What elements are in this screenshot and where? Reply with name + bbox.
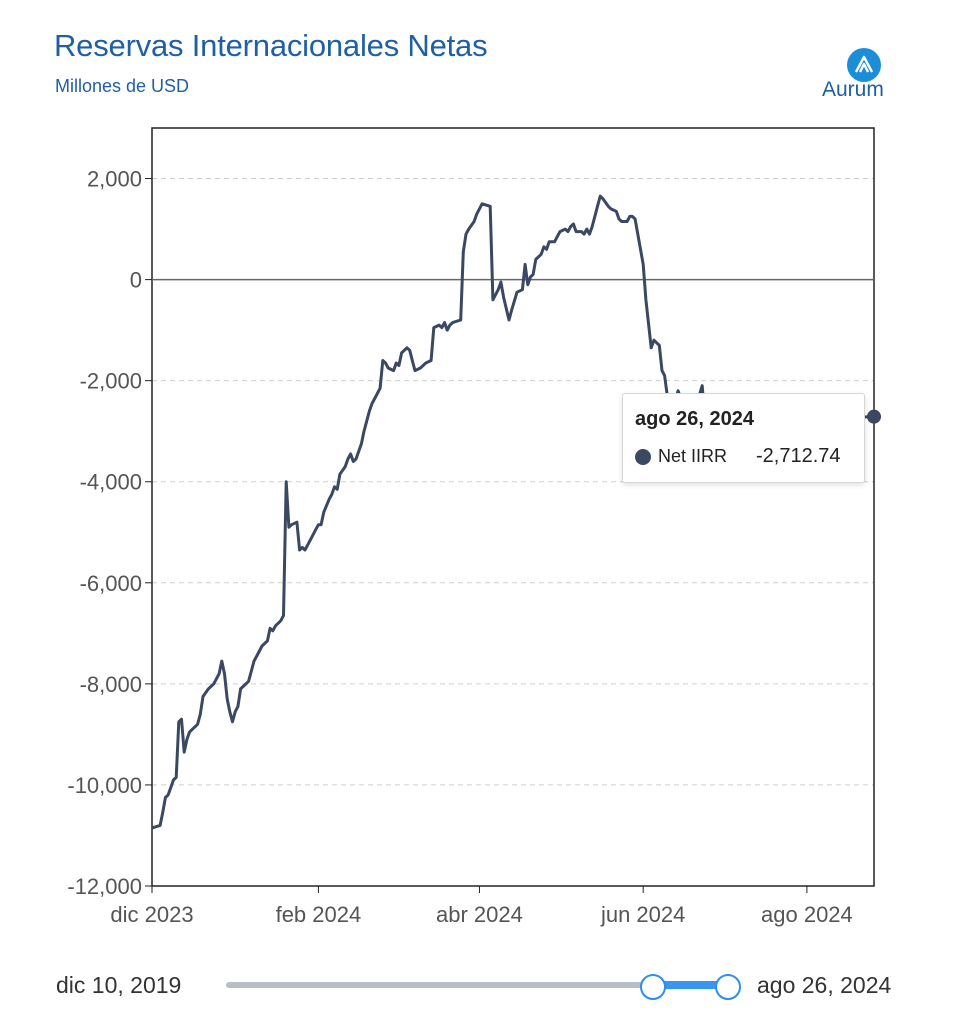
y-tick-label: 0 xyxy=(130,268,142,293)
x-tick-label: ago 2024 xyxy=(761,902,853,927)
range-end-label: ago 26, 2024 xyxy=(757,972,892,998)
plot-frame xyxy=(151,127,875,887)
tooltip-date: ago 26, 2024 xyxy=(635,408,754,430)
x-axis-ticks: dic 2023 feb 2024 abr 2024 jun 2024 ago 2024 xyxy=(110,886,853,927)
line-chart[interactable]: 2,000 0 -2,000 -4,000 -6,000 -8,000 -10,000 -12… xyxy=(0,0,961,960)
chart-subtitle: Millones de USD xyxy=(55,76,190,96)
y-tick-label: 2,000 xyxy=(87,167,142,192)
chart-title: Reservas Internacionales Netas xyxy=(54,28,488,63)
y-tick-label: -8,000 xyxy=(80,672,142,697)
range-slider-end-handle[interactable] xyxy=(715,974,741,1000)
y-tick-label: -4,000 xyxy=(80,470,142,495)
y-tick-label: -10,000 xyxy=(67,773,142,798)
range-start-label: dic 10, 2019 xyxy=(56,972,182,998)
aurum-logo-icon xyxy=(847,48,881,82)
x-tick-label: jun 2024 xyxy=(600,902,685,927)
series-marker-icon xyxy=(635,449,651,465)
x-tick-label: feb 2024 xyxy=(276,902,362,927)
y-tick-label: -6,000 xyxy=(80,571,142,596)
series-line-net-iirr xyxy=(151,194,875,830)
brand-name: Aurum xyxy=(822,78,884,101)
y-tick-label: -12,000 xyxy=(67,874,142,899)
range-slider-start-handle[interactable] xyxy=(640,974,666,1000)
grid-lines xyxy=(152,178,874,786)
x-tick-label: abr 2024 xyxy=(436,902,523,927)
x-tick-label: dic 2023 xyxy=(110,902,193,927)
range-slider-selection[interactable] xyxy=(651,981,728,989)
tooltip-series-name: Net IIRR xyxy=(658,446,728,466)
y-tick-label: -2,000 xyxy=(80,369,142,394)
highlight-point xyxy=(867,409,881,424)
y-axis-ticks: 2,000 0 -2,000 -4,000 -6,000 -8,000 -10,000 -12… xyxy=(67,167,152,899)
chart-tooltip: ago 26, 2024 Net IIRR -2,712.74 xyxy=(622,393,865,483)
tooltip-value: -2,712.74 xyxy=(756,445,841,467)
range-slider-track[interactable] xyxy=(226,982,728,988)
